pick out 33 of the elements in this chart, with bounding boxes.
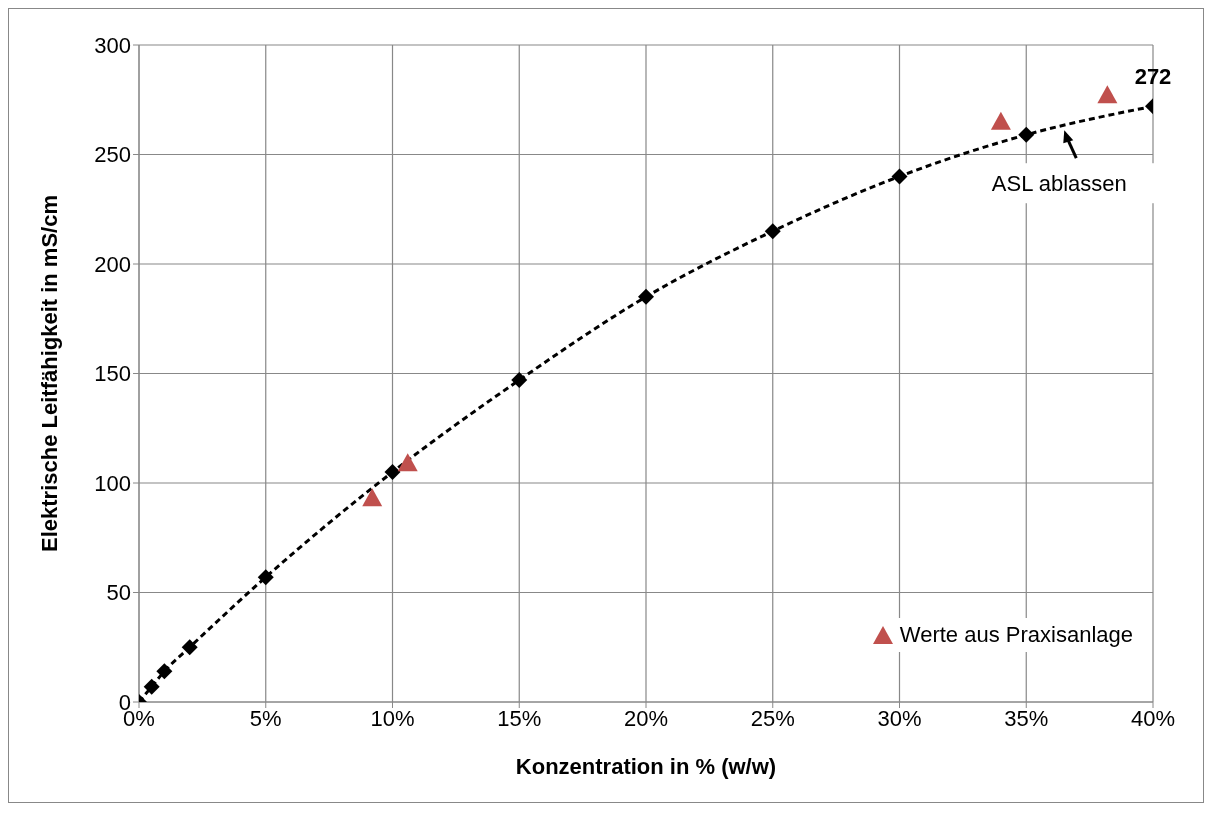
point [1018,126,1035,143]
x-tick-label: 15% [497,705,542,731]
point [257,569,274,586]
y-tick-label: 100 [94,470,131,496]
x-tick-label: 40% [1130,705,1176,731]
point [891,168,908,185]
y-tick-label: 200 [94,251,131,277]
point [1097,85,1118,104]
x-tick-label: 5% [249,705,282,731]
point [638,288,654,305]
point [181,639,198,656]
data-label: 272 [1134,64,1172,90]
point [156,663,173,680]
point [990,111,1011,130]
y-tick-label: 150 [94,361,131,387]
x-tick-label: 35% [1004,705,1049,731]
y-tick-label: 250 [94,142,131,168]
x-tick-label: 25% [750,705,795,731]
point [143,678,160,695]
y-tick-label: 50 [106,580,131,606]
point [764,223,781,240]
point [384,464,401,481]
x-tick-label: 20% [623,705,669,731]
x-axis-title: Konzentration in % (w/w) [515,754,777,779]
point [362,488,383,507]
y-tick-label: 300 [94,32,131,58]
legend-label: Werte aus Praxisanlage [899,622,1133,648]
y-axis-title: Elektrische Leitfähigkeit in mS/cm [36,194,62,553]
point [511,372,528,389]
x-tick-label: 10% [370,705,415,731]
annotation: ASL ablassen [991,171,1127,197]
point [397,453,418,472]
x-tick-label: 30% [877,705,922,731]
